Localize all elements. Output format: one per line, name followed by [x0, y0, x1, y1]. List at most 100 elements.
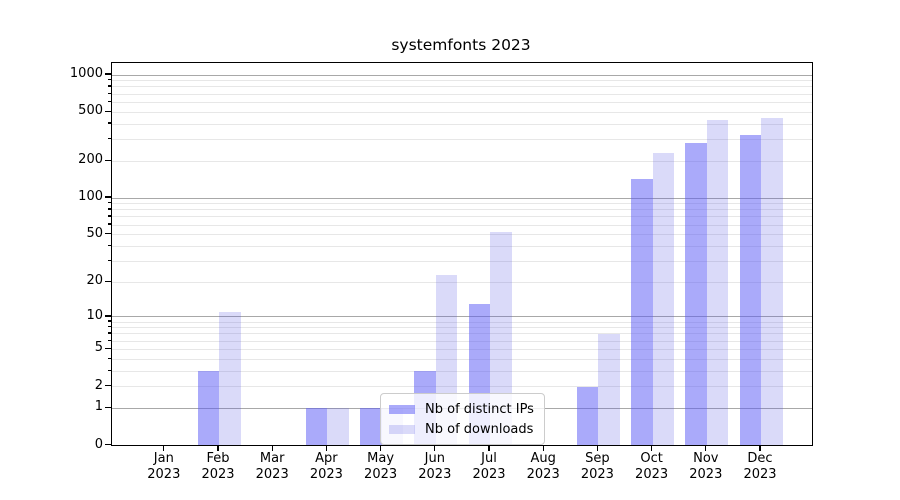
legend-row: Nb of distinct IPs	[389, 399, 534, 419]
legend: Nb of distinct IPs Nb of downloads	[380, 393, 545, 445]
y-minor-tick	[107, 100, 111, 103]
y-tick	[105, 315, 111, 317]
y-tick-label: 100	[78, 189, 103, 205]
minor-gridline	[112, 160, 812, 162]
minor-gridline	[112, 358, 812, 360]
y-tick-label: 500	[78, 103, 103, 119]
minor-gridline	[112, 327, 812, 329]
bar-distinct-ips	[305, 408, 328, 446]
minor-gridline	[112, 101, 812, 103]
y-minor-tick	[107, 369, 111, 371]
x-tick-label: May 2023	[364, 451, 398, 482]
bar-distinct-ips	[360, 408, 382, 446]
x-tick	[651, 446, 653, 451]
minor-gridline	[112, 370, 812, 372]
y-tick	[105, 233, 111, 235]
plot-area: Nb of distinct IPs Nb of downloads	[111, 62, 813, 446]
bar-downloads	[219, 312, 241, 446]
bar-downloads	[598, 333, 620, 446]
x-tick	[325, 446, 328, 451]
minor-gridline	[112, 281, 812, 283]
y-minor-tick	[107, 326, 111, 328]
y-minor-tick	[107, 223, 111, 225]
y-tick	[105, 196, 111, 198]
y-tick	[105, 406, 111, 409]
y-tick-label: 200	[78, 152, 103, 168]
x-tick	[163, 446, 165, 451]
bar-downloads	[327, 408, 349, 446]
minor-gridline	[112, 111, 812, 113]
minor-gridline	[112, 123, 812, 125]
x-tick-label: Apr 2023	[309, 451, 343, 482]
y-minor-tick	[107, 137, 111, 140]
y-minor-tick	[107, 244, 111, 247]
x-tick-label: Feb 2023	[201, 451, 235, 482]
y-tick-label: 50	[86, 225, 103, 241]
chart-title: systemfonts 2023	[391, 36, 531, 54]
y-tick-label: 10	[86, 307, 103, 323]
bar-distinct-ips	[631, 179, 653, 446]
minor-gridline	[112, 93, 812, 95]
y-tick-label: 20	[86, 273, 103, 289]
y-tick	[105, 110, 111, 112]
x-tick-label: Jun 2023	[418, 451, 452, 482]
x-tick	[705, 446, 707, 451]
x-tick	[434, 446, 436, 451]
x-tick	[380, 446, 382, 451]
x-tick-label: Mar 2023	[255, 451, 289, 482]
minor-gridline	[112, 234, 812, 236]
minor-gridline	[112, 245, 812, 247]
y-minor-tick	[107, 215, 111, 217]
x-tick	[542, 446, 544, 451]
minor-gridline	[112, 333, 812, 335]
minor-gridline	[112, 386, 812, 388]
minor-gridline	[112, 260, 812, 262]
minor-gridline	[112, 340, 812, 342]
major-gridline	[112, 74, 812, 76]
minor-gridline	[112, 216, 812, 218]
y-minor-tick	[107, 320, 111, 322]
legend-label: Nb of downloads	[425, 421, 534, 437]
y-minor-tick	[107, 79, 111, 81]
x-tick	[596, 446, 599, 451]
y-tick	[105, 73, 111, 75]
y-tick	[105, 347, 111, 350]
x-tick-label: Sep 2023	[580, 451, 614, 482]
y-tick-label: 1	[94, 399, 103, 415]
x-tick-label: Nov 2023	[689, 451, 723, 482]
x-tick	[217, 446, 219, 451]
x-tick	[759, 446, 761, 451]
x-tick-label: Oct 2023	[635, 451, 669, 482]
legend-swatch-distinct-ips	[389, 404, 415, 414]
y-tick-label: 5	[94, 340, 103, 356]
bar-downloads	[652, 152, 675, 446]
x-tick	[488, 446, 490, 451]
bar-downloads	[761, 118, 783, 446]
x-tick-label: Jul 2023	[472, 451, 506, 482]
y-minor-tick	[107, 332, 111, 334]
y-tick-label: 2	[94, 377, 103, 393]
x-tick-label: Dec 2023	[743, 451, 777, 482]
y-tick-label: 1000	[69, 66, 103, 82]
y-minor-tick	[107, 85, 111, 87]
y-minor-tick	[107, 339, 111, 341]
major-gridline	[112, 197, 812, 199]
minor-gridline	[112, 138, 812, 140]
legend-swatch-downloads	[389, 424, 415, 434]
x-tick-label: Aug 2023	[526, 451, 560, 482]
minor-gridline	[112, 348, 812, 350]
bar-distinct-ips	[685, 143, 707, 446]
major-gridline	[112, 316, 812, 318]
y-tick	[105, 280, 111, 282]
x-tick-label: Jan 2023	[147, 451, 181, 482]
legend-label: Nb of distinct IPs	[425, 401, 534, 417]
minor-gridline	[112, 209, 812, 211]
minor-gridline	[112, 224, 812, 226]
y-minor-tick	[107, 92, 111, 94]
y-tick	[105, 384, 111, 387]
y-tick	[105, 159, 111, 161]
minor-gridline	[112, 203, 812, 205]
bar-downloads	[490, 231, 512, 446]
y-minor-tick	[107, 202, 111, 204]
